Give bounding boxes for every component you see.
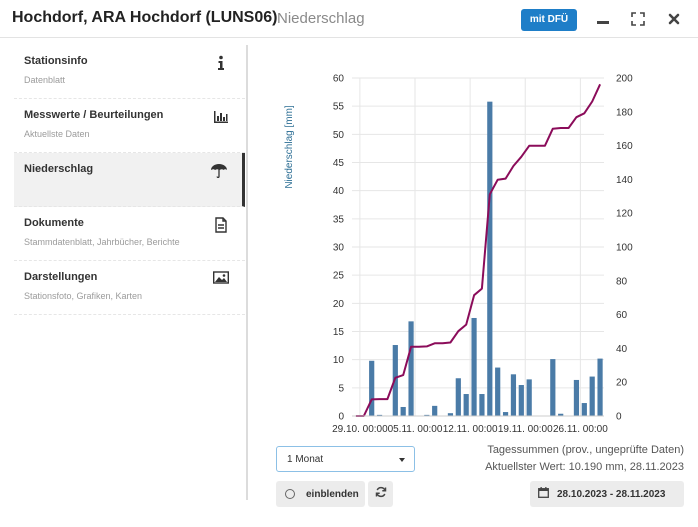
sidebar-item-niederschlag[interactable]: Niederschlag	[14, 153, 245, 207]
y-tick-label: 30	[333, 243, 345, 254]
bar	[369, 360, 375, 416]
calendar-icon	[530, 487, 557, 501]
sidebar-divider	[246, 45, 248, 500]
bar	[518, 385, 524, 416]
document-icon	[213, 217, 229, 233]
y-tick-label: 5	[338, 383, 344, 394]
y2-tick-label: 100	[616, 243, 633, 254]
radio-circle-icon	[285, 489, 295, 499]
y-axis-title: Niederschlag [mm]	[284, 105, 295, 189]
x-tick-label: 29.10. 00:00	[332, 424, 388, 435]
y2-tick-label: 0	[616, 412, 622, 423]
show-toggle-label: einblenden	[306, 488, 359, 500]
sidebar-item-sub: Stationsfoto, Grafiken, Karten	[24, 291, 143, 301]
sidebar-item-messwerte[interactable]: Messwerte / Beurteilungen Aktuellste Dat…	[14, 99, 245, 153]
time-range-select[interactable]: 1 Monat	[276, 446, 415, 472]
y-tick-label: 25	[333, 271, 345, 282]
bar	[424, 414, 430, 416]
window-header: Hochdorf, ARA Hochdorf (LUNS06) Niedersc…	[0, 0, 698, 38]
bar	[471, 317, 477, 416]
bar	[487, 101, 493, 416]
show-toggle-button[interactable]: einblenden	[276, 481, 365, 507]
caret-down-icon	[399, 458, 405, 462]
x-tick-label: 19.11. 00:00	[498, 424, 553, 435]
sidebar: Stationsinfo Datenblatt Messwerte / Beur…	[14, 45, 245, 315]
y2-tick-label: 180	[616, 107, 633, 118]
y2-tick-label: 40	[616, 344, 628, 355]
bar	[408, 321, 414, 416]
bar	[526, 379, 532, 416]
bar	[376, 414, 383, 416]
y-tick-label: 0	[338, 412, 344, 423]
y2-tick-label: 200	[616, 74, 633, 85]
bar	[502, 412, 509, 416]
y-tick-label: 40	[333, 186, 345, 197]
time-range-value: 1 Monat	[287, 454, 324, 465]
info-icon	[213, 55, 229, 71]
sidebar-item-label: Stationsinfo	[24, 55, 88, 67]
sidebar-item-sub: Stammdatenblatt, Jahrbücher, Berichte	[24, 237, 180, 247]
sidebar-item-stationsinfo[interactable]: Stationsinfo Datenblatt	[14, 45, 245, 99]
image-icon	[212, 271, 230, 287]
dfu-button[interactable]: mit DFÜ	[521, 9, 577, 31]
precipitation-chart: 0 5 10 15 20 25 30 35 40 45 50 55 60 0 20 40 60 80 100 120 1…	[284, 74, 633, 436]
sidebar-item-sub: Aktuellste Daten	[24, 129, 90, 139]
cumulative-line	[355, 83, 602, 417]
sidebar-item-label: Niederschlag	[24, 163, 94, 175]
station-title: Hochdorf, ARA Hochdorf (LUNS06)	[12, 9, 278, 26]
sidebar-item-sub: Datenblatt	[24, 75, 66, 85]
y-tick-label: 15	[333, 327, 345, 338]
y2-tick-label: 160	[616, 141, 633, 152]
bar	[495, 367, 501, 416]
close-icon[interactable]	[664, 9, 684, 29]
sidebar-item-darstellungen[interactable]: Darstellungen Stationsfoto, Grafiken, Ka…	[14, 261, 245, 315]
sidebar-item-label: Messwerte / Beurteilungen	[24, 109, 164, 121]
y2-tick-label: 120	[616, 209, 633, 220]
sidebar-item-dokumente[interactable]: Dokumente Stammdatenblatt, Jahrbücher, B…	[14, 207, 245, 261]
data-note: Tagessummen (prov., ungeprüfte Daten)	[487, 444, 684, 456]
sidebar-item-label: Dokumente	[24, 217, 84, 229]
bar	[400, 406, 406, 416]
y-tick-label: 55	[333, 102, 345, 113]
y-tick-label: 35	[333, 214, 345, 225]
latest-value: Aktuellster Wert: 10.190 mm, 28.11.2023	[485, 461, 684, 473]
sidebar-item-label: Darstellungen	[24, 271, 98, 283]
y2-tick-label: 60	[616, 310, 628, 321]
y-tick-label: 60	[333, 74, 345, 85]
bar	[510, 374, 517, 416]
bar	[581, 403, 587, 416]
y2-tick-label: 140	[616, 175, 633, 186]
date-range-button[interactable]: 28.10.2023 - 28.11.2023	[530, 481, 684, 507]
bar	[573, 379, 580, 416]
y-tick-label: 10	[333, 355, 345, 366]
bar	[479, 394, 485, 416]
refresh-button[interactable]	[368, 481, 393, 507]
bar	[550, 359, 556, 416]
bar	[558, 413, 564, 416]
minimize-icon[interactable]	[593, 9, 613, 29]
y-tick-label: 50	[333, 130, 345, 141]
x-tick-label: 12.11. 00:00	[443, 424, 498, 435]
toggle-group: einblenden	[276, 481, 393, 507]
maximize-icon[interactable]	[628, 9, 648, 29]
y2-tick-label: 20	[616, 378, 628, 389]
umbrella-icon	[210, 163, 227, 179]
y-tick-label: 45	[333, 158, 345, 169]
bar	[432, 405, 438, 416]
refresh-icon	[375, 485, 387, 503]
bar	[455, 378, 461, 416]
x-tick-label: 05.11. 00:00	[388, 424, 443, 435]
bar	[589, 376, 595, 416]
bar	[463, 394, 469, 416]
date-range-label: 28.10.2023 - 28.11.2023	[557, 488, 666, 500]
bar-chart-icon	[213, 109, 229, 125]
y-tick-label: 20	[333, 299, 345, 310]
bar	[597, 358, 603, 416]
y2-tick-label: 80	[616, 276, 628, 287]
bar	[447, 413, 454, 416]
page-subtitle: Niederschlag	[277, 10, 365, 27]
x-tick-label: 26.11. 00:00	[553, 424, 608, 435]
